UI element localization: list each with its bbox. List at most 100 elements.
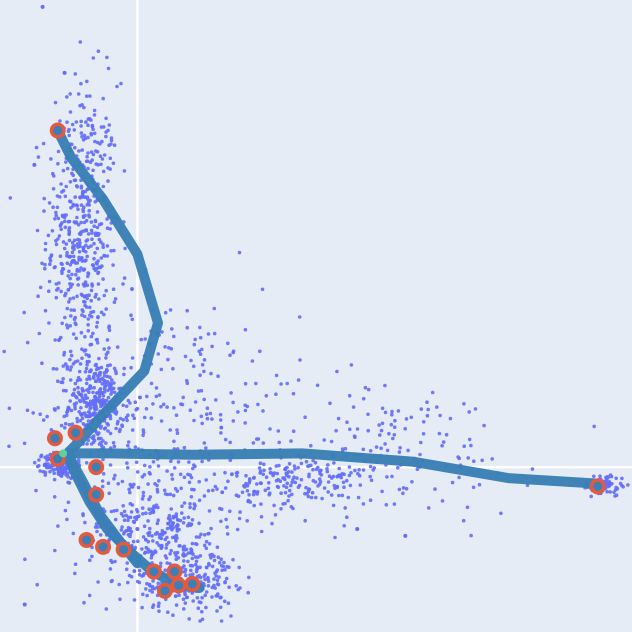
cell-point bbox=[97, 356, 101, 361]
cell-point bbox=[433, 487, 437, 491]
cell-point bbox=[256, 437, 261, 441]
cell-point bbox=[87, 359, 91, 364]
cell-point bbox=[620, 476, 624, 481]
cell-point bbox=[181, 597, 186, 601]
cell-point bbox=[252, 503, 256, 508]
cell-point bbox=[214, 398, 218, 402]
cell-point bbox=[390, 474, 394, 479]
cell-point bbox=[342, 524, 347, 528]
cell-point bbox=[282, 484, 286, 488]
cell-point bbox=[134, 460, 139, 465]
cell-point bbox=[22, 602, 27, 607]
cell-point bbox=[291, 391, 296, 396]
cell-point bbox=[313, 480, 318, 484]
cell-point bbox=[141, 494, 146, 498]
cell-point bbox=[180, 504, 184, 509]
cell-point bbox=[86, 166, 90, 171]
cell-point bbox=[173, 514, 178, 519]
cell-point bbox=[170, 535, 175, 540]
cell-point bbox=[83, 136, 88, 141]
cell-point bbox=[403, 427, 408, 431]
cell-point bbox=[89, 228, 94, 233]
cell-point bbox=[614, 476, 618, 481]
cell-point bbox=[154, 386, 159, 390]
cell-point bbox=[59, 380, 63, 385]
cell-point bbox=[101, 277, 105, 281]
cell-point bbox=[159, 419, 164, 423]
cell-point bbox=[389, 422, 394, 427]
cell-point bbox=[51, 468, 55, 472]
cell-point bbox=[247, 493, 251, 497]
cell-point bbox=[73, 315, 77, 320]
cell-point bbox=[106, 395, 111, 400]
cell-point bbox=[75, 242, 80, 246]
cell-point bbox=[223, 486, 228, 490]
cell-point bbox=[200, 595, 204, 600]
cell-point bbox=[46, 233, 51, 238]
cell-point bbox=[90, 263, 95, 267]
cell-point bbox=[145, 581, 149, 586]
cell-point bbox=[156, 464, 161, 468]
cell-point bbox=[187, 480, 192, 485]
cell-point bbox=[297, 483, 302, 488]
cell-point bbox=[178, 472, 183, 477]
cell-point bbox=[86, 151, 90, 155]
cell-point bbox=[196, 606, 201, 610]
cell-point bbox=[75, 294, 79, 299]
cell-point bbox=[222, 560, 226, 565]
cell-point bbox=[592, 474, 596, 479]
cell-point bbox=[273, 513, 278, 517]
cell-point bbox=[93, 407, 97, 412]
cell-point bbox=[159, 536, 164, 541]
cell-point bbox=[210, 564, 215, 569]
cell-point bbox=[141, 490, 146, 495]
cell-point bbox=[107, 123, 112, 127]
cell-point bbox=[128, 532, 132, 537]
cell-point bbox=[377, 423, 382, 427]
cell-point bbox=[263, 488, 268, 493]
cell-point bbox=[122, 509, 127, 514]
cell-point bbox=[160, 529, 165, 533]
cell-point bbox=[141, 512, 145, 516]
cell-point bbox=[219, 425, 223, 430]
cell-point bbox=[202, 358, 207, 362]
cell-point bbox=[103, 381, 107, 385]
cell-point bbox=[215, 487, 219, 491]
cell-point bbox=[187, 460, 191, 464]
cell-point bbox=[154, 394, 159, 399]
cell-point bbox=[162, 488, 167, 493]
cell-point bbox=[108, 463, 113, 467]
cell-point bbox=[356, 495, 361, 500]
cell-point bbox=[311, 458, 315, 463]
cell-point bbox=[202, 494, 207, 498]
cell-point bbox=[97, 442, 102, 446]
cell-point bbox=[82, 294, 87, 299]
cell-point bbox=[106, 179, 110, 183]
cell-point bbox=[99, 162, 103, 167]
cell-point bbox=[369, 478, 374, 483]
cell-point bbox=[63, 426, 67, 430]
cell-point bbox=[165, 561, 169, 565]
cell-point bbox=[121, 514, 125, 518]
cell-point bbox=[380, 421, 385, 426]
cell-point bbox=[191, 552, 195, 556]
cell-point bbox=[608, 490, 612, 494]
cell-point bbox=[111, 161, 116, 165]
cell-point bbox=[186, 472, 190, 477]
cell-point bbox=[57, 234, 62, 238]
cell-point bbox=[188, 505, 192, 510]
cell-point bbox=[79, 393, 84, 398]
cell-point bbox=[97, 431, 101, 435]
cell-point bbox=[108, 431, 113, 436]
cell-point bbox=[368, 449, 373, 453]
cell-point bbox=[99, 310, 104, 315]
cell-point bbox=[71, 332, 76, 336]
cell-point bbox=[228, 353, 232, 358]
cell-point bbox=[189, 358, 193, 363]
cell-point bbox=[56, 161, 60, 166]
cell-point bbox=[206, 584, 211, 588]
cell-point bbox=[352, 434, 357, 439]
cell-point bbox=[82, 267, 87, 272]
cell-point bbox=[472, 459, 476, 464]
cell-point bbox=[63, 194, 68, 199]
